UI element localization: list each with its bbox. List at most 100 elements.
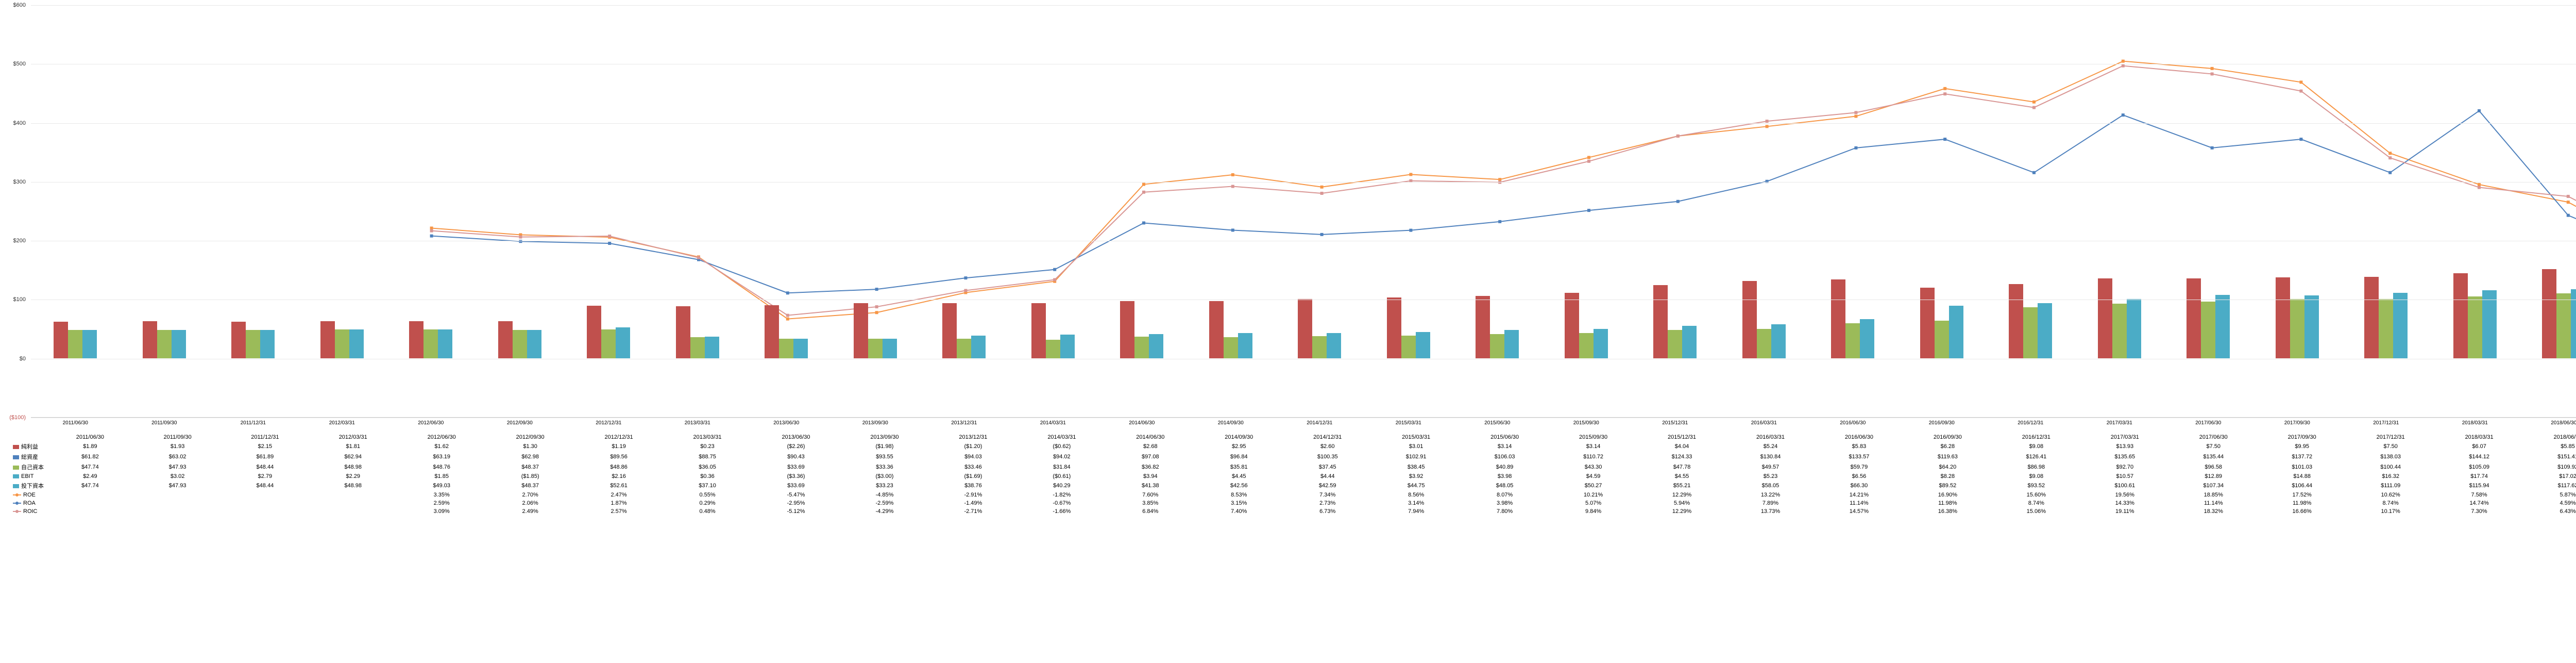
bar bbox=[231, 322, 246, 358]
data-cell: 16.66% bbox=[2258, 507, 2346, 516]
data-cell: $48.44 bbox=[222, 480, 309, 491]
data-cell: $42.56 bbox=[1195, 480, 1283, 491]
bar bbox=[957, 339, 971, 358]
data-cell: $55.21 bbox=[1638, 480, 1726, 491]
data-cell: $126.41 bbox=[1992, 452, 2080, 462]
bar bbox=[172, 330, 186, 358]
data-cell: 7.89% bbox=[1726, 499, 1815, 507]
x-axis-label: 2011/06/30 bbox=[63, 420, 88, 426]
bar bbox=[1387, 297, 1401, 358]
data-cell: $106.44 bbox=[2258, 480, 2346, 491]
bar bbox=[2009, 284, 2023, 358]
data-cell: ($2.26) bbox=[752, 441, 840, 452]
data-cell: $6.07 bbox=[2435, 441, 2523, 452]
data-cell: 0.29% bbox=[663, 499, 752, 507]
y-left-tick: $300 bbox=[13, 179, 26, 185]
data-cell: $105.09 bbox=[2435, 462, 2523, 472]
bar bbox=[1238, 333, 1252, 358]
bar bbox=[2215, 295, 2230, 358]
period-header: 2016/12/31 bbox=[1992, 433, 2080, 441]
period-header: 2011/09/30 bbox=[134, 433, 222, 441]
data-cell bbox=[309, 499, 397, 507]
data-cell: $14.88 bbox=[2258, 472, 2346, 480]
data-cell: $41.38 bbox=[1106, 480, 1195, 491]
bar bbox=[1046, 340, 1060, 358]
series-label: ROE bbox=[0, 491, 46, 499]
data-cell: $3.14 bbox=[1461, 441, 1549, 452]
data-cell: 2.73% bbox=[1283, 499, 1372, 507]
data-cell: $62.98 bbox=[486, 452, 574, 462]
bar bbox=[1298, 299, 1312, 358]
period-header: 2017/09/30 bbox=[2258, 433, 2346, 441]
period-header: 2014/03/31 bbox=[1018, 433, 1106, 441]
data-cell: 2.70% bbox=[486, 491, 574, 499]
data-cell: 6.84% bbox=[1106, 507, 1195, 516]
data-cell: 8.74% bbox=[1992, 499, 2080, 507]
x-axis-label: 2017/09/30 bbox=[2284, 420, 2310, 426]
data-cell: $47.93 bbox=[134, 480, 222, 491]
data-cell: $137.72 bbox=[2258, 452, 2346, 462]
x-axis-label: 2017/06/30 bbox=[2195, 420, 2221, 426]
period-header: 2018/06/30 bbox=[2523, 433, 2576, 441]
bar bbox=[1920, 288, 1935, 358]
bar bbox=[1594, 329, 1608, 358]
bar bbox=[2023, 307, 2038, 358]
bar bbox=[1757, 329, 1771, 358]
data-cell: 7.40% bbox=[1195, 507, 1283, 516]
bar bbox=[438, 329, 452, 358]
data-cell: $4.45 bbox=[1195, 472, 1283, 480]
x-axis-label: 2014/06/30 bbox=[1129, 420, 1155, 426]
bar bbox=[68, 330, 82, 358]
data-cell: $133.57 bbox=[1815, 452, 1903, 462]
data-cell: -2.71% bbox=[929, 507, 1018, 516]
data-cell: $97.08 bbox=[1106, 452, 1195, 462]
data-cell: $33.46 bbox=[929, 462, 1018, 472]
data-cell: $49.03 bbox=[397, 480, 486, 491]
x-axis-label: 2015/09/30 bbox=[1573, 420, 1599, 426]
data-cell: $110.72 bbox=[1549, 452, 1638, 462]
data-cell: $7.50 bbox=[2169, 441, 2258, 452]
bar bbox=[2276, 277, 2290, 358]
data-cell: $1.93 bbox=[134, 441, 222, 452]
y-left-tick: $600 bbox=[13, 2, 26, 8]
bar bbox=[1401, 336, 1416, 358]
bar bbox=[1668, 330, 1682, 358]
data-cell: $7.50 bbox=[2346, 441, 2435, 452]
data-cell: 16.38% bbox=[1903, 507, 1992, 516]
data-cell: $96.84 bbox=[1195, 452, 1283, 462]
data-cell: 14.33% bbox=[2080, 499, 2169, 507]
data-cell: 8.74% bbox=[2346, 499, 2435, 507]
data-cell: $115.94 bbox=[2435, 480, 2523, 491]
data-cell: $66.30 bbox=[1815, 480, 1903, 491]
data-cell: 7.58% bbox=[2435, 491, 2523, 499]
bar bbox=[1831, 279, 1845, 358]
data-cell: $3.98 bbox=[1461, 472, 1549, 480]
period-header: 2015/03/31 bbox=[1372, 433, 1461, 441]
y-left-tick: $0 bbox=[20, 356, 26, 362]
gridline bbox=[31, 5, 2576, 6]
data-cell: $10.57 bbox=[2080, 472, 2169, 480]
bar bbox=[2187, 278, 2201, 358]
x-axis-label: 2011/12/31 bbox=[241, 420, 266, 426]
bar bbox=[2453, 273, 2468, 358]
period-header: 2012/06/30 bbox=[397, 433, 486, 441]
bar bbox=[793, 339, 808, 359]
bar bbox=[1504, 330, 1519, 358]
data-cell: 3.14% bbox=[1372, 499, 1461, 507]
period-header: 2013/12/31 bbox=[929, 433, 1018, 441]
data-cell: ($3.36) bbox=[752, 472, 840, 480]
data-cell: $93.55 bbox=[840, 452, 929, 462]
data-cell: $43.30 bbox=[1549, 462, 1638, 472]
period-header: 2017/03/31 bbox=[2080, 433, 2169, 441]
data-cell: $88.75 bbox=[663, 452, 752, 462]
series-label: EBIT bbox=[0, 472, 46, 480]
data-cell: $117.62 bbox=[2523, 480, 2576, 491]
data-cell: 17.52% bbox=[2258, 491, 2346, 499]
bar bbox=[1060, 335, 1075, 358]
data-cell: ($1.69) bbox=[929, 472, 1018, 480]
bar bbox=[2468, 296, 2482, 358]
data-cell: $2.15 bbox=[222, 441, 309, 452]
data-cell: $36.05 bbox=[663, 462, 752, 472]
data-cell: $119.63 bbox=[1903, 452, 1992, 462]
x-axis-label: 2013/09/30 bbox=[862, 420, 888, 426]
